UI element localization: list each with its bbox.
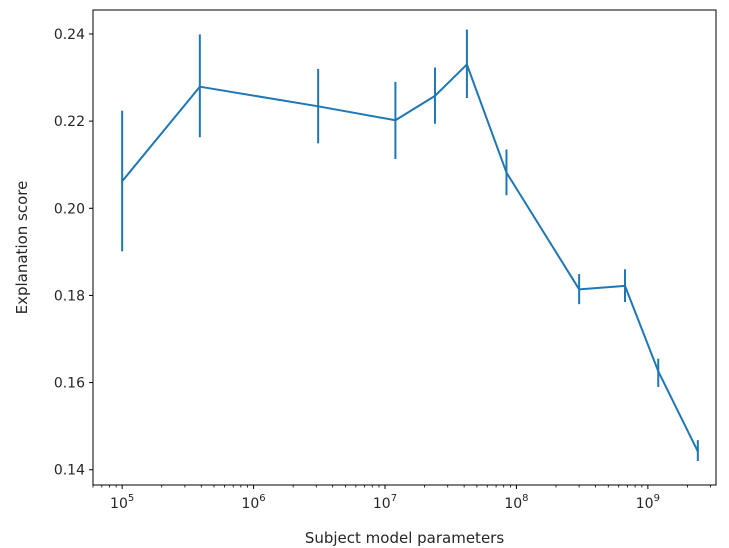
y-tick-label: 0.22	[54, 114, 85, 130]
y-tick-label: 0.18	[54, 288, 85, 304]
y-axis-label: Explanation score	[13, 181, 31, 315]
data-point	[198, 85, 201, 88]
x-tick-label: 105	[110, 493, 134, 512]
data-point	[394, 119, 397, 122]
axis-ticks: 0.14 0.16 0.18 0.20 0.22 0.24 105 106 107 108 109	[54, 27, 711, 512]
data-point	[578, 288, 581, 291]
data-point	[657, 370, 660, 373]
x-axis-label: Subject model parameters	[305, 529, 505, 547]
y-tick-label: 0.14	[54, 463, 85, 479]
data-point	[505, 171, 508, 174]
y-tick-label: 0.24	[54, 27, 85, 43]
data-point	[317, 105, 320, 108]
plot-frame	[92, 9, 717, 486]
data-point	[465, 63, 468, 66]
y-tick-label: 0.16	[54, 376, 85, 392]
data-point	[433, 94, 436, 97]
data-point	[623, 284, 626, 287]
x-tick-label: 106	[241, 493, 265, 512]
data-point	[121, 180, 124, 183]
data-point	[696, 450, 699, 453]
x-tick-label: 109	[636, 493, 660, 512]
x-tick-label: 107	[373, 493, 397, 512]
plot-area	[121, 29, 699, 462]
series-line	[121, 63, 699, 452]
y-tick-label: 0.20	[54, 201, 85, 217]
x-tick-label: 108	[504, 493, 528, 512]
